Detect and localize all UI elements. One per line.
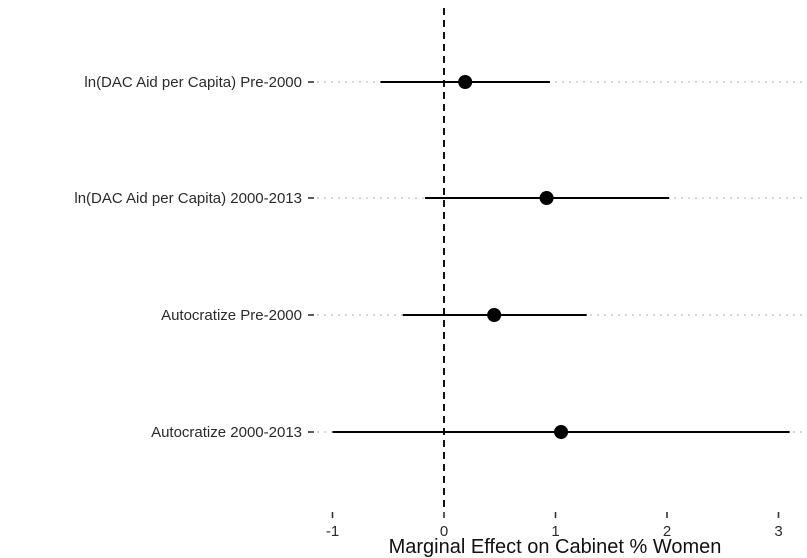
x-tick-label: 0 bbox=[440, 523, 448, 540]
x-tick-label: -1 bbox=[326, 523, 339, 540]
point-estimate-marker bbox=[554, 425, 569, 439]
point-estimate-marker bbox=[458, 75, 473, 89]
x-axis-ticks: -1 0 1 2 3 bbox=[326, 512, 783, 540]
x-tick-label: 1 bbox=[551, 523, 559, 540]
confidence-intervals bbox=[332, 81, 790, 433]
row-label: ln(DAC Aid per Capita) 2000-2013 bbox=[74, 190, 302, 207]
x-axis-title: Marginal Effect on Cabinet % Women bbox=[389, 536, 722, 558]
row-label: Autocratize 2000-2013 bbox=[151, 424, 302, 441]
row-guides bbox=[317, 81, 802, 433]
row-labels: ln(DAC Aid per Capita) Pre-2000 ln(DAC Ai… bbox=[74, 74, 314, 441]
x-tick-label: 3 bbox=[774, 523, 782, 540]
x-tick-label: 2 bbox=[663, 523, 671, 540]
row-label: Autocratize Pre-2000 bbox=[161, 307, 302, 324]
row-label: ln(DAC Aid per Capita) Pre-2000 bbox=[84, 74, 302, 91]
point-estimate-marker bbox=[539, 191, 554, 205]
point-estimate-marker bbox=[487, 308, 502, 322]
point-estimates bbox=[458, 75, 569, 439]
